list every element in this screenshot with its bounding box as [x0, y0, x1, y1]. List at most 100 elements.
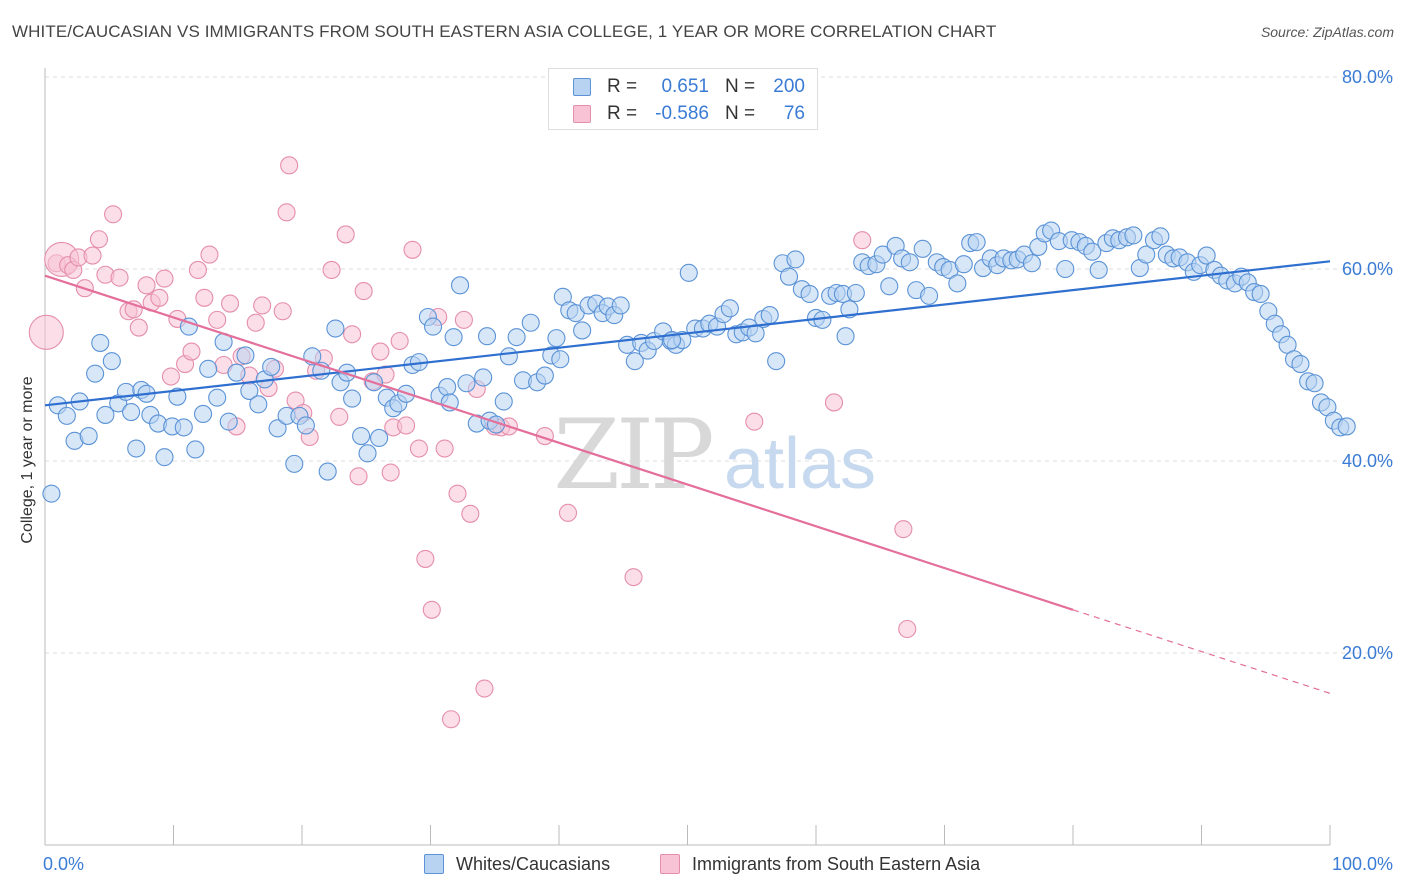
pink-point [422, 600, 441, 619]
y-tick-label: 40.0% [1342, 451, 1393, 471]
trend-line [44, 274, 1074, 611]
trend-line [44, 260, 1331, 407]
blue-point [507, 328, 526, 347]
blue-point [1089, 260, 1108, 280]
blue-point [444, 328, 463, 347]
pink-point [220, 294, 240, 313]
blue-point [679, 263, 698, 282]
pink-point [371, 342, 390, 361]
blue-point [499, 347, 518, 366]
n-label: N = [725, 76, 756, 97]
y-tick-label: 20.0% [1342, 643, 1393, 663]
blue-point [227, 363, 246, 382]
y-axis-label: College, 1 year or more [19, 376, 36, 544]
blue-point [625, 352, 644, 371]
pink-point [83, 246, 102, 265]
r-value: 0.651 [661, 76, 709, 97]
pink-point [280, 156, 299, 175]
blue-point [127, 439, 146, 458]
blue-point [208, 388, 227, 407]
blue-point [948, 274, 967, 293]
pink-point [330, 407, 349, 426]
pink-point [129, 318, 148, 337]
blue-point [920, 286, 939, 305]
pink-point [390, 331, 409, 351]
blue-point [967, 233, 986, 252]
blue-point [1137, 245, 1156, 264]
blue-point [352, 426, 371, 446]
pink-point [354, 282, 373, 301]
blue-point [174, 418, 193, 437]
chart-title: WHITE/CAUCASIAN VS IMMIGRANTS FROM SOUTH… [12, 22, 997, 41]
pink-point [336, 225, 355, 244]
pink-point [246, 313, 265, 332]
blue-point [326, 319, 345, 338]
pink-swatch [573, 105, 591, 123]
blue-point [779, 267, 799, 286]
blue-point [318, 462, 337, 481]
pink-point [853, 231, 872, 250]
r-value: -0.586 [655, 103, 709, 124]
n-value: 76 [783, 103, 805, 124]
pink-point [397, 416, 416, 435]
pink-point [343, 325, 362, 344]
blue-point [1291, 354, 1310, 374]
blue-point [168, 387, 187, 406]
pink-point [824, 393, 844, 412]
blue-point [760, 306, 779, 325]
pink-point [150, 288, 169, 307]
pink-point [273, 302, 292, 321]
blue-point [1056, 259, 1075, 279]
blue-point [451, 276, 470, 295]
blue-point [535, 366, 554, 385]
blue-point [179, 317, 198, 336]
pink-point [349, 467, 368, 486]
watermark-atlas: atlas [724, 424, 876, 504]
blue-point [457, 374, 476, 393]
tick-labels: 20.0% 40.0% 60.0% 80.0% 0.0% 100.0% [43, 67, 1393, 874]
pink-point [898, 619, 917, 639]
blue-point [900, 253, 919, 272]
blue-point [611, 296, 630, 315]
pink-point [253, 296, 272, 315]
blue-point [954, 255, 973, 274]
pink-point [442, 710, 461, 729]
pink-point [475, 679, 494, 698]
blue-point [880, 277, 899, 296]
legend-label: Immigrants from South Eastern Asia [692, 854, 981, 874]
blue-point [42, 484, 61, 503]
y-tick-label: 80.0% [1342, 67, 1393, 87]
source-label: Source: ZipAtlas.com [1260, 24, 1394, 40]
pink-point [161, 367, 180, 386]
blue-point [199, 359, 218, 378]
blue-point [547, 329, 566, 348]
blue-point [551, 350, 570, 369]
pink-point [322, 260, 341, 280]
blue-point [86, 364, 105, 383]
blue-point [494, 392, 513, 411]
blue-point [96, 405, 115, 424]
pink-point [745, 412, 764, 431]
blue-point [767, 352, 786, 371]
blue-point [102, 352, 121, 371]
blue-point [186, 440, 205, 459]
blue-point [249, 395, 268, 414]
watermark: ZIP atlas [553, 399, 876, 511]
blue-point [521, 313, 540, 332]
legend: Whites/Caucasians Immigrants from South … [0, 852, 1406, 876]
pink-point [89, 230, 109, 249]
blue-point [786, 250, 805, 269]
r-label: R = [607, 76, 638, 97]
pink-point [624, 568, 643, 587]
n-label: N = [725, 103, 756, 124]
pink-point [155, 269, 174, 288]
pink-point [208, 310, 227, 329]
pink-point [894, 520, 913, 539]
blue-point [122, 402, 141, 422]
blue-point [79, 426, 98, 446]
blue-point [1251, 284, 1270, 304]
pink-swatch [660, 854, 680, 874]
blue-point [1124, 226, 1143, 245]
pink-point [381, 463, 400, 482]
